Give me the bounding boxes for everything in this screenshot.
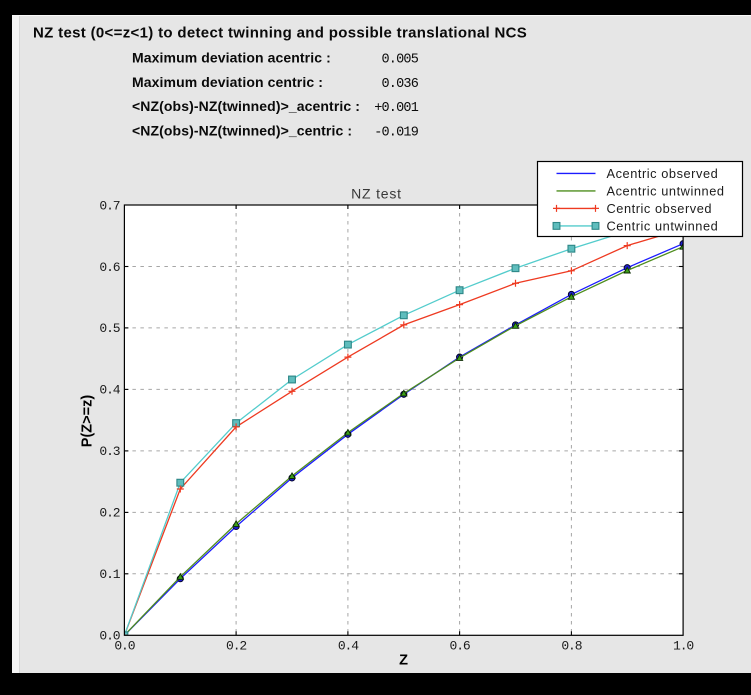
svg-text:0.6: 0.6 (99, 260, 119, 275)
svg-text:NZ test: NZ test (351, 186, 402, 202)
svg-text:Z: Z (399, 653, 408, 669)
svg-text:0.5: 0.5 (99, 321, 119, 336)
svg-text:0.7: 0.7 (99, 198, 119, 213)
svg-text:0.3: 0.3 (99, 444, 119, 459)
svg-text:0.0: 0.0 (99, 629, 119, 644)
svg-text:0.005: 0.005 (381, 53, 418, 68)
svg-text:Maximum deviation centric :: Maximum deviation centric : (132, 74, 323, 90)
svg-text:NZ test (0<=z<1) to detect twi: NZ test (0<=z<1) to detect twinning and … (33, 24, 527, 41)
svg-text:0.4: 0.4 (338, 639, 359, 654)
svg-text:Acentric observed: Acentric observed (607, 166, 719, 181)
svg-text:Acentric untwinned: Acentric untwinned (607, 183, 725, 198)
svg-text:0.2: 0.2 (99, 506, 119, 521)
svg-text:0.2: 0.2 (226, 639, 246, 654)
svg-text:+0.001: +0.001 (374, 101, 419, 116)
svg-text:Centric observed: Centric observed (607, 201, 713, 216)
svg-text:Centric untwinned: Centric untwinned (607, 218, 719, 233)
svg-text:-0.019: -0.019 (374, 125, 419, 140)
svg-text:1.0: 1.0 (673, 639, 693, 654)
svg-text:0.0: 0.0 (114, 639, 134, 654)
svg-text:0.8: 0.8 (561, 639, 581, 654)
svg-text:<NZ(obs)-NZ(twinned)>_acentric: <NZ(obs)-NZ(twinned)>_acentric : (132, 98, 360, 114)
svg-text:P(Z>=z): P(Z>=z) (80, 395, 96, 448)
svg-text:0.4: 0.4 (99, 383, 120, 398)
svg-text:<NZ(obs)-NZ(twinned)>_centric: <NZ(obs)-NZ(twinned)>_centric : (132, 122, 352, 138)
svg-text:0.1: 0.1 (99, 567, 120, 582)
svg-text:Maximum deviation acentric :: Maximum deviation acentric : (132, 50, 331, 66)
svg-text:0.6: 0.6 (450, 639, 470, 654)
svg-text:0.036: 0.036 (381, 77, 418, 92)
